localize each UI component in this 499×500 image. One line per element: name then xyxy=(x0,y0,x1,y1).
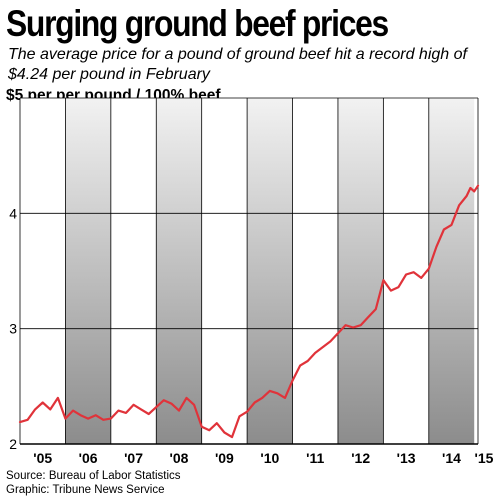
y-tick-label: 3 xyxy=(9,321,17,337)
credit-text: Graphic: Tribune News Service xyxy=(6,484,165,496)
year-band-shaded xyxy=(337,98,384,444)
year-band-shaded xyxy=(156,98,202,444)
year-band-shaded xyxy=(247,98,293,444)
x-tick-label: '12 xyxy=(351,450,370,466)
year-band-shaded xyxy=(65,98,111,444)
x-tick-label: '06 xyxy=(79,450,98,466)
x-tick-label: '15 xyxy=(475,450,494,466)
x-tick-label: '14 xyxy=(442,450,461,466)
x-tick-label: '08 xyxy=(170,450,189,466)
source-text: Source: Bureau of Labor Statistics xyxy=(6,470,181,482)
year-band-shaded xyxy=(428,98,475,444)
y-tick-label: 2 xyxy=(9,436,17,452)
x-tick-label: '11 xyxy=(306,450,324,466)
y-tick-label: 4 xyxy=(9,205,17,221)
chart-subtitle: The average price for a pound of ground … xyxy=(8,46,467,83)
x-tick-label: '09 xyxy=(215,450,234,466)
chart-title: Surging ground beef prices xyxy=(6,3,389,44)
x-tick-label: '13 xyxy=(397,450,416,466)
x-tick-label: '07 xyxy=(124,450,143,466)
source-note: Source: Bureau of Labor Statistics Graph… xyxy=(6,469,181,497)
x-tick-label: '05 xyxy=(33,450,52,466)
price-series-line xyxy=(18,184,480,439)
x-tick-label: '10 xyxy=(260,450,279,466)
